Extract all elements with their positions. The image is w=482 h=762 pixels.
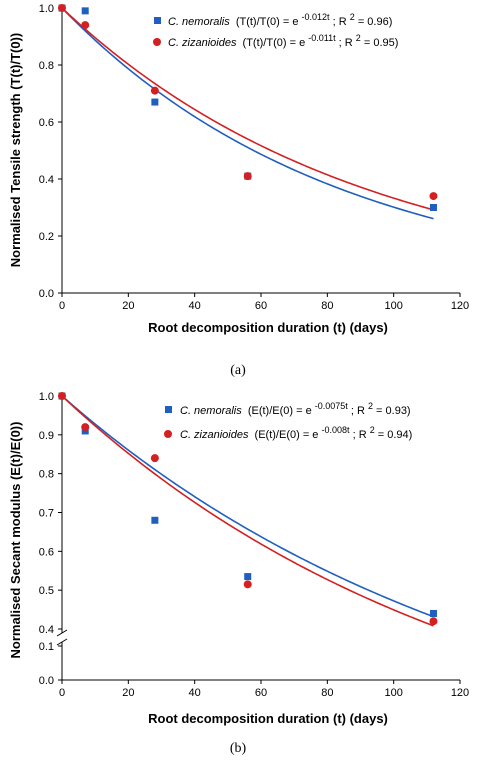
x-tick-label: 60: [255, 300, 267, 312]
data-point-c-zizanioides: [81, 423, 90, 432]
y-tick-label: 0.8: [39, 60, 54, 72]
data-point-c-nemoralis: [244, 573, 252, 581]
chart-b-axis-break-mark: [56, 629, 68, 637]
y-tick-label: 0.5: [39, 585, 54, 597]
x-tick-label: 120: [451, 687, 469, 699]
y-tick-label: 0.4: [39, 624, 54, 636]
legend-a-nemoralis-marker: [154, 17, 161, 24]
chart-a-markers: [58, 4, 438, 211]
chart-a-fit-lines: [61, 7, 434, 220]
legend-b-nemoralis-entry: C. nemoralis (E(t)/E(0) = e -0.0075t ; R…: [180, 400, 411, 417]
x-tick-label: 0: [59, 687, 65, 699]
legend-a-nemoralis-entry: C. nemoralis (T(t)/T(0) = e -0.012t ; R …: [168, 11, 392, 28]
x-tick-label: 100: [384, 687, 402, 699]
legend-b-zizanioides-marker: [164, 430, 172, 438]
chart-b-markers: [58, 392, 438, 626]
y-tick-label: 0.0: [39, 675, 54, 687]
data-point-c-nemoralis: [151, 516, 159, 524]
legend-a-zizanioides-entry: C. zizanioides (T(t)/T(0) = e -0.011t ; …: [168, 32, 398, 49]
chart-b-x-axis-label: Root decomposition duration (t) (days): [148, 711, 388, 726]
data-point-c-zizanioides: [150, 454, 159, 463]
y-tick-label: 0.0: [39, 288, 54, 300]
legend-a-zizanioides-marker: [153, 38, 161, 46]
x-tick-label: 40: [189, 300, 201, 312]
chart-b-fit-lines: [61, 395, 434, 627]
x-tick-label: 20: [122, 687, 134, 699]
data-point-c-zizanioides: [58, 392, 66, 400]
fit-line-c-zizanioides: [61, 395, 434, 627]
chart-b-axis-break-mark: [56, 638, 68, 646]
chart-b-legend: C. nemoralis (E(t)/E(0) = e -0.0075t ; R…: [164, 400, 412, 441]
x-tick-label: 120: [451, 300, 469, 312]
data-point-c-nemoralis: [429, 204, 437, 211]
y-tick-label: 0.4: [39, 174, 54, 186]
data-point-c-nemoralis: [429, 609, 437, 617]
y-tick-label: 0.9: [39, 430, 54, 442]
data-point-c-nemoralis: [81, 7, 89, 15]
fit-line-c-nemoralis: [61, 395, 434, 618]
x-tick-label: 60: [255, 687, 267, 699]
chart-a-axes: [61, 8, 460, 294]
y-tick-label: 0.6: [39, 117, 54, 129]
data-point-c-zizanioides: [243, 172, 252, 181]
legend-a-nemoralis-name: C. nemoralis: [168, 16, 230, 28]
data-point-c-zizanioides: [243, 580, 252, 589]
y-tick-label: 1.0: [39, 391, 54, 403]
legend-b-nemoralis-name: C. nemoralis: [180, 405, 242, 417]
x-tick-label: 100: [384, 300, 402, 312]
fit-line-c-zizanioides: [61, 7, 434, 211]
x-tick-label: 40: [189, 687, 201, 699]
data-point-c-zizanioides: [150, 86, 159, 95]
x-tick-label: 0: [59, 300, 65, 312]
fit-line-c-nemoralis: [61, 7, 434, 220]
y-tick-label: 1.0: [39, 3, 54, 15]
chart-b: 0 20 40 60 80 100 120 0.0 0.1 0.4 0.5 0.6 0.7 0.8 0.9 1…: [8, 391, 469, 756]
chart-a-panel-label: (a): [230, 363, 246, 378]
chart-a-legend: C. nemoralis (T(t)/T(0) = e -0.012t ; R …: [153, 11, 398, 49]
legend-a-zizanioides-name: C. zizanioides: [168, 37, 237, 49]
y-tick-label: 0.1: [39, 641, 54, 653]
x-tick-label: 20: [122, 300, 134, 312]
chart-a-ticks: 0 20 40 60 80 100 120 0.0 0.2 0.4 0.6 0.8 1.0: [39, 3, 469, 312]
data-point-c-zizanioides: [58, 4, 66, 12]
legend-b-zizanioides-entry: C. zizanioides (E(t)/E(0) = e -0.008t ; …: [180, 424, 412, 441]
chart-b-panel-label: (b): [230, 741, 247, 756]
data-point-c-nemoralis: [151, 98, 159, 106]
chart-a-x-axis-label: Root decomposition duration (t) (days): [148, 320, 388, 335]
y-tick-label: 0.8: [39, 469, 54, 481]
chart-b-y-axis-label: Normalised Secant modulus (E(t)/E(0)): [8, 422, 23, 659]
data-point-c-zizanioides: [81, 21, 90, 30]
data-point-c-zizanioides: [429, 617, 438, 626]
x-tick-label: 80: [321, 300, 333, 312]
y-tick-label: 0.2: [39, 231, 54, 243]
legend-b-nemoralis-marker: [165, 406, 172, 413]
legend-b-zizanioides-name: C. zizanioides: [180, 429, 249, 441]
y-tick-label: 0.6: [39, 546, 54, 558]
y-tick-label: 0.7: [39, 508, 54, 520]
x-tick-label: 80: [321, 687, 333, 699]
chart-a: 0 20 40 60 80 100 120 0.0 0.2 0.4 0.6 0.8 1.0 Root d…: [8, 3, 469, 378]
data-point-c-zizanioides: [429, 192, 438, 201]
chart-a-y-axis-label: Normalised Tensile strength (T(t)/T(0)): [8, 33, 23, 268]
chart-b-ticks: 0 20 40 60 80 100 120 0.0 0.1 0.4 0.5 0.6 0.7 0.8 0.9 1…: [39, 391, 469, 699]
